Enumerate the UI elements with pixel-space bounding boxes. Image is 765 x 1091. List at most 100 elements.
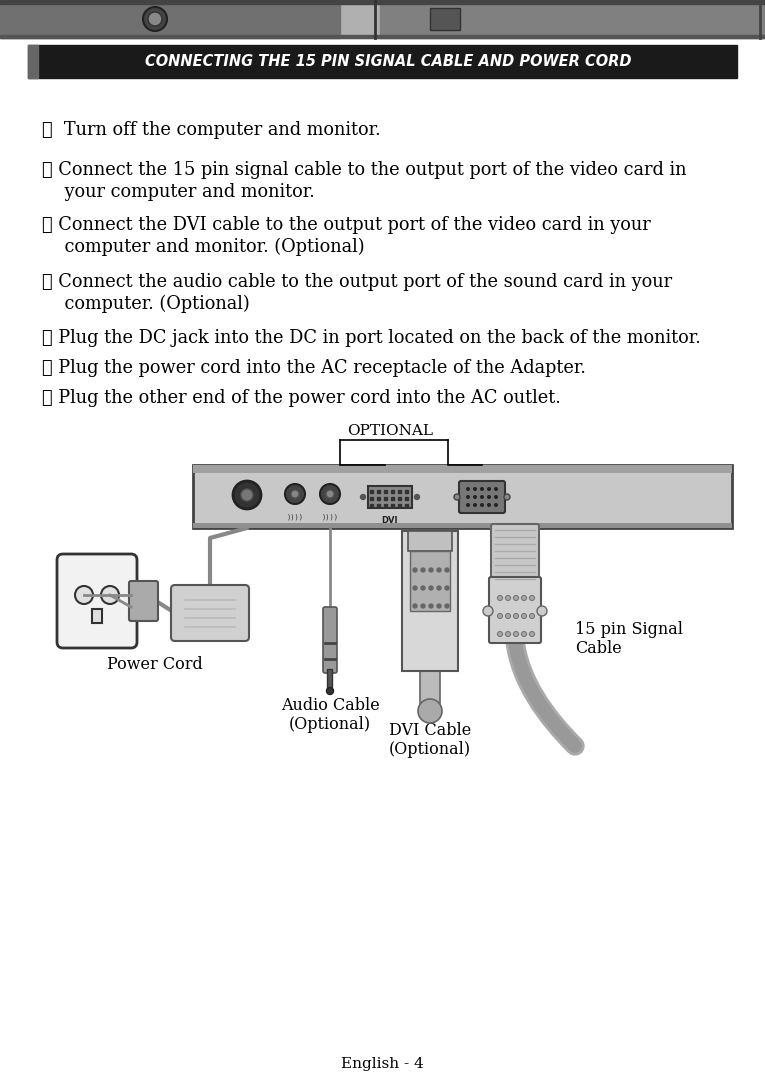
- Bar: [0, 0, 765, 38]
- Circle shape: [101, 586, 119, 604]
- Bar: [370, 496, 373, 500]
- Text: ⑥ Plug the power cord into the AC receptacle of the Adapter.: ⑥ Plug the power cord into the AC recept…: [42, 359, 586, 377]
- Circle shape: [480, 495, 484, 499]
- FancyBboxPatch shape: [489, 577, 541, 643]
- Bar: [370, 504, 373, 506]
- Bar: [28, 45, 38, 77]
- Circle shape: [522, 596, 526, 600]
- Circle shape: [445, 568, 449, 572]
- Bar: [385, 496, 388, 500]
- Circle shape: [497, 632, 503, 636]
- Circle shape: [429, 604, 433, 608]
- Bar: [368, 485, 412, 508]
- Circle shape: [473, 495, 477, 499]
- FancyBboxPatch shape: [171, 585, 249, 642]
- Circle shape: [506, 596, 510, 600]
- Circle shape: [241, 489, 253, 501]
- Bar: [385, 504, 388, 506]
- Circle shape: [473, 487, 477, 491]
- Bar: [380, 0, 765, 38]
- Circle shape: [291, 490, 299, 497]
- Circle shape: [454, 494, 460, 500]
- Circle shape: [513, 632, 519, 636]
- Bar: [399, 504, 402, 506]
- Text: (Optional): (Optional): [389, 741, 471, 758]
- Circle shape: [466, 487, 470, 491]
- Bar: [402, 531, 458, 671]
- Circle shape: [437, 586, 441, 590]
- Circle shape: [529, 596, 535, 600]
- Bar: [405, 504, 409, 506]
- Circle shape: [504, 494, 510, 500]
- Circle shape: [143, 7, 167, 31]
- Text: your computer and monitor.: your computer and monitor.: [42, 183, 314, 201]
- Bar: [399, 496, 402, 500]
- Circle shape: [494, 495, 498, 499]
- Bar: [0, 35, 765, 38]
- Text: computer and monitor. (Optional): computer and monitor. (Optional): [42, 238, 365, 256]
- Bar: [28, 45, 737, 77]
- Circle shape: [437, 568, 441, 572]
- Text: computer. (Optional): computer. (Optional): [42, 295, 249, 313]
- Circle shape: [413, 586, 417, 590]
- Circle shape: [473, 503, 477, 507]
- Text: CONNECTING THE 15 PIN SIGNAL CABLE AND POWER CORD: CONNECTING THE 15 PIN SIGNAL CABLE AND P…: [145, 53, 631, 69]
- Circle shape: [487, 487, 491, 491]
- Bar: [327, 669, 333, 691]
- Text: OPTIONAL: OPTIONAL: [347, 424, 433, 437]
- Text: ①  Turn off the computer and monitor.: ① Turn off the computer and monitor.: [42, 121, 381, 139]
- Text: ④ Connect the audio cable to the output port of the sound card in your: ④ Connect the audio cable to the output …: [42, 273, 672, 291]
- Bar: [193, 465, 732, 528]
- Bar: [0, 0, 340, 38]
- Text: )))): )))): [287, 514, 304, 520]
- Circle shape: [415, 494, 419, 500]
- Bar: [377, 490, 380, 492]
- Circle shape: [421, 604, 425, 608]
- Text: Audio Cable: Audio Cable: [281, 697, 379, 714]
- Circle shape: [494, 503, 498, 507]
- Bar: [399, 490, 402, 492]
- Bar: [377, 504, 380, 506]
- Text: )))): )))): [321, 514, 338, 520]
- Circle shape: [327, 687, 334, 695]
- Text: Power Cord: Power Cord: [107, 656, 203, 673]
- Circle shape: [497, 613, 503, 619]
- FancyBboxPatch shape: [491, 524, 539, 583]
- Circle shape: [506, 632, 510, 636]
- Circle shape: [480, 503, 484, 507]
- Bar: [392, 504, 395, 506]
- FancyBboxPatch shape: [323, 607, 337, 673]
- Circle shape: [421, 568, 425, 572]
- Text: Cable: Cable: [575, 640, 622, 657]
- Circle shape: [529, 613, 535, 619]
- Circle shape: [326, 490, 334, 497]
- Circle shape: [487, 495, 491, 499]
- Bar: [377, 496, 380, 500]
- Circle shape: [466, 495, 470, 499]
- Bar: [420, 669, 440, 711]
- Circle shape: [360, 494, 366, 500]
- Circle shape: [418, 699, 442, 723]
- Circle shape: [513, 596, 519, 600]
- Bar: [405, 490, 409, 492]
- Bar: [92, 609, 102, 623]
- Circle shape: [529, 632, 535, 636]
- Circle shape: [537, 606, 547, 616]
- Text: ③ Connect the DVI cable to the output port of the video card in your: ③ Connect the DVI cable to the output po…: [42, 216, 651, 233]
- Text: 15 pin Signal: 15 pin Signal: [575, 621, 683, 638]
- Circle shape: [487, 503, 491, 507]
- Circle shape: [421, 586, 425, 590]
- Text: ⑤ Plug the DC jack into the DC in port located on the back of the monitor.: ⑤ Plug the DC jack into the DC in port l…: [42, 329, 701, 347]
- Bar: [193, 465, 732, 473]
- Bar: [430, 8, 460, 29]
- Circle shape: [522, 632, 526, 636]
- Text: ⑦ Plug the other end of the power cord into the AC outlet.: ⑦ Plug the other end of the power cord i…: [42, 389, 561, 407]
- Text: DVI: DVI: [382, 516, 399, 525]
- Bar: [408, 531, 452, 551]
- Circle shape: [285, 484, 305, 504]
- Circle shape: [413, 568, 417, 572]
- Bar: [0, 0, 765, 4]
- FancyBboxPatch shape: [57, 554, 137, 648]
- Text: DVI Cable: DVI Cable: [389, 722, 471, 739]
- Bar: [370, 490, 373, 492]
